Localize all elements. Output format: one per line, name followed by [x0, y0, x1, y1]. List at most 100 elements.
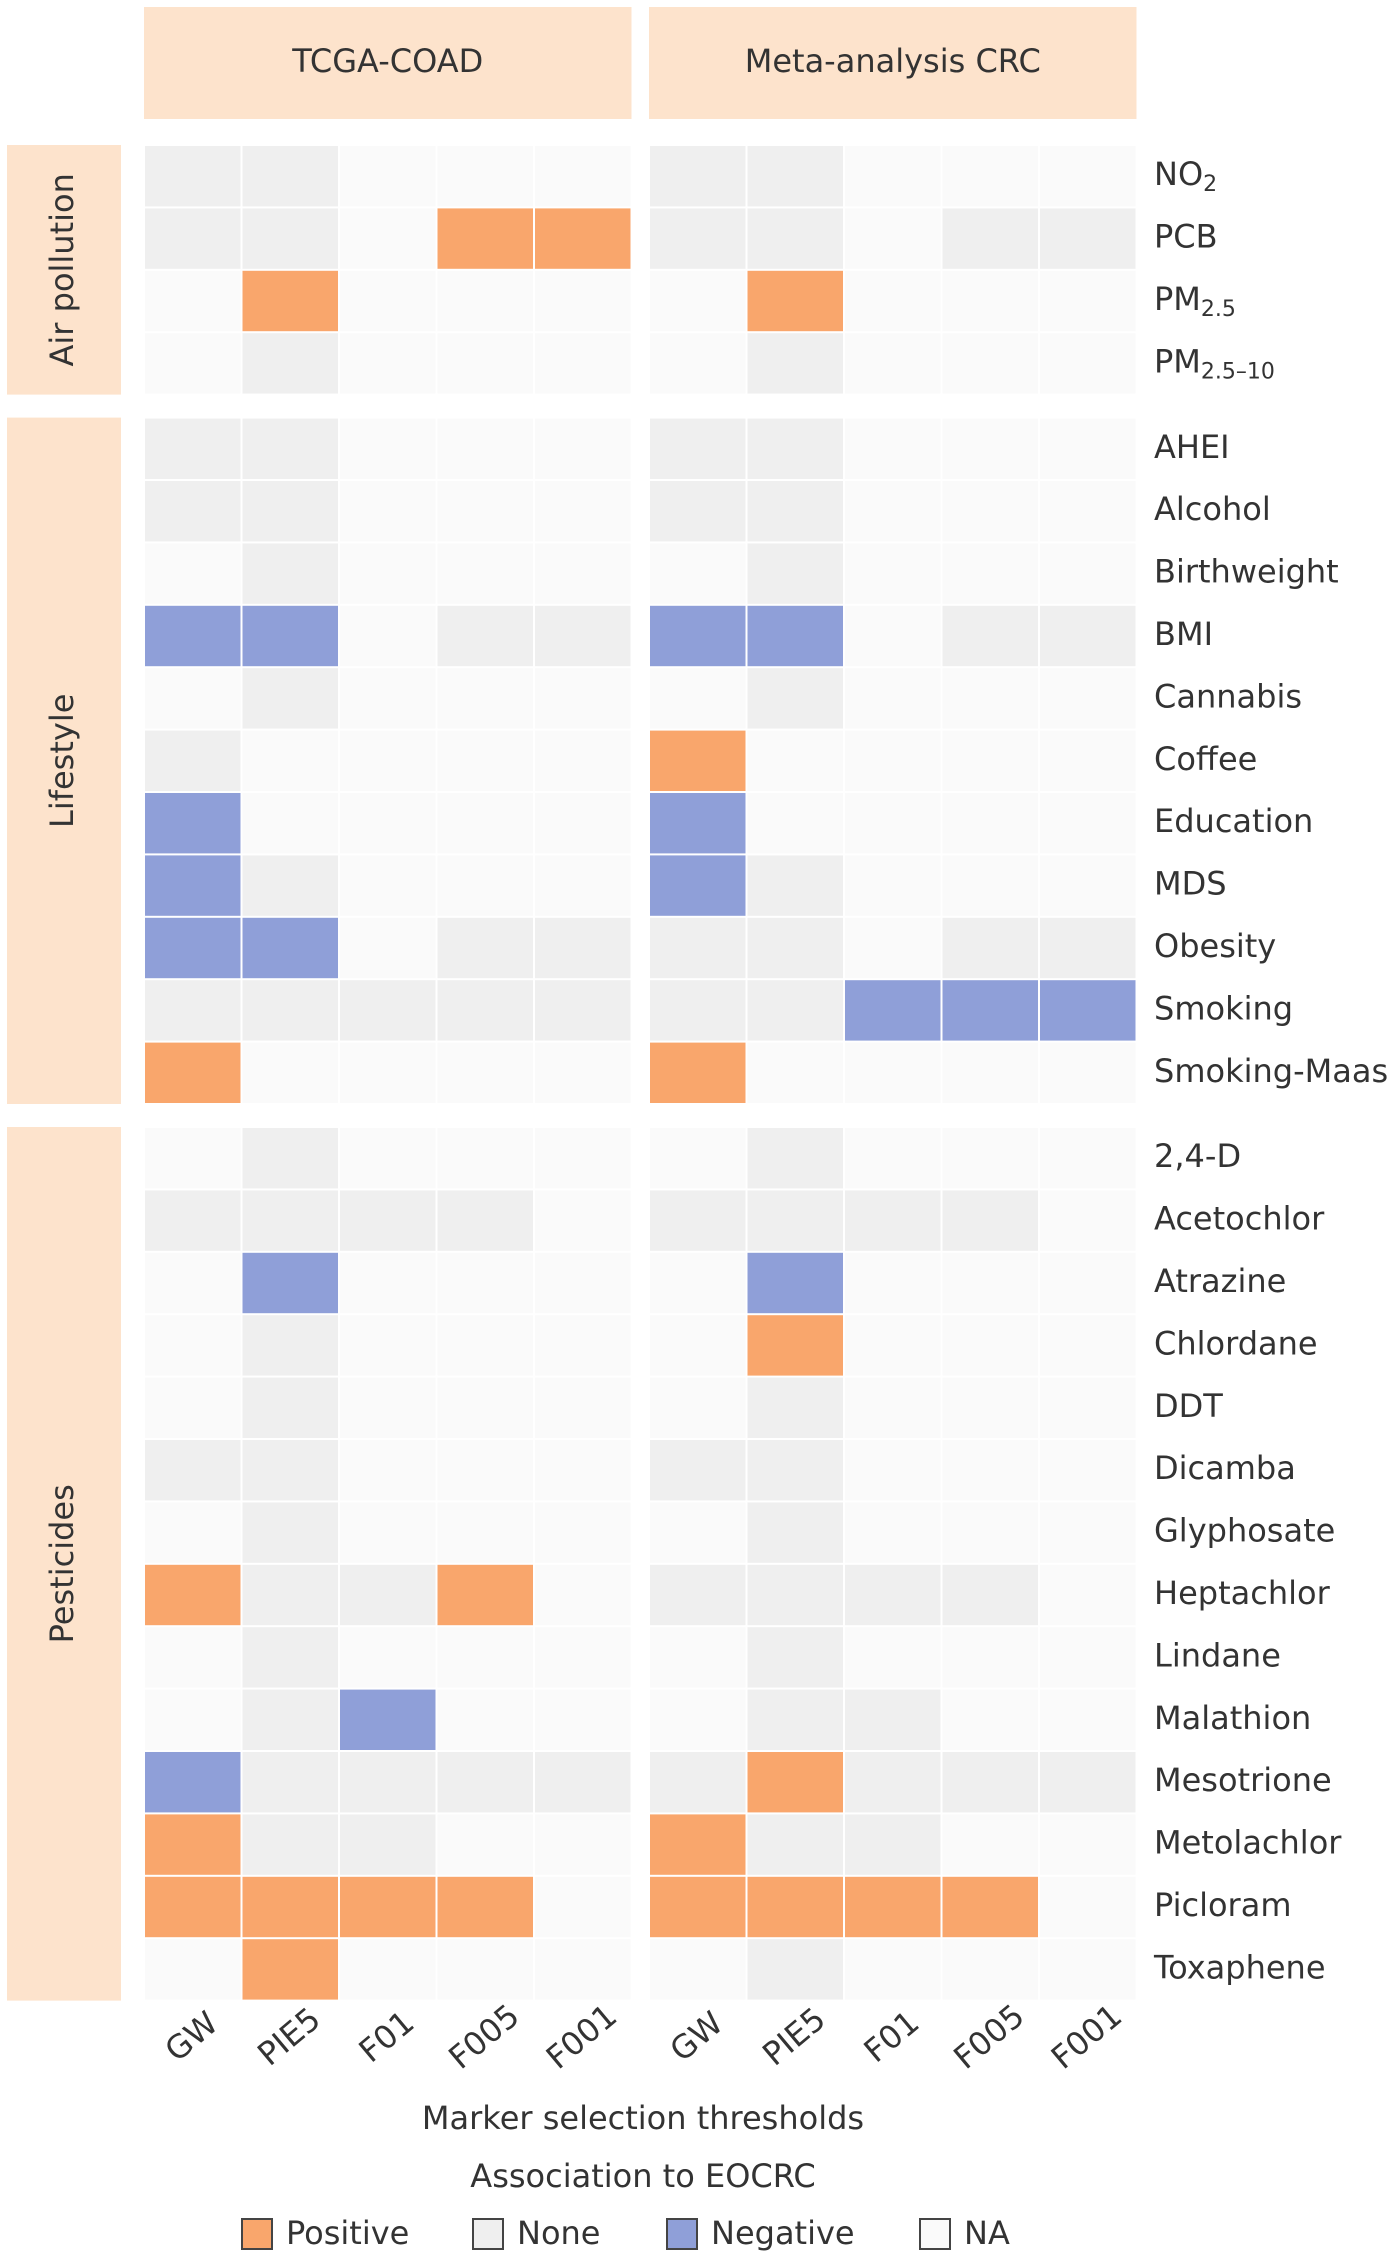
- heatmap-cell: [145, 1814, 241, 1875]
- heatmap-cell: [942, 668, 1038, 729]
- heatmap-cell: [242, 208, 338, 269]
- row-label-text: Obesity: [1154, 927, 1276, 965]
- heatmap-cell: [1040, 730, 1136, 791]
- heatmap-cell: [650, 668, 746, 729]
- legend-swatch: [919, 2218, 951, 2250]
- heatmap-cell: [747, 1440, 843, 1501]
- heatmap-cell: [242, 1128, 338, 1189]
- x-tick-label: F01: [352, 2003, 422, 2070]
- heatmap-cell: [242, 917, 338, 979]
- heatmap-cell: [845, 605, 941, 667]
- heatmap-cell: [242, 1752, 338, 1813]
- heatmap-cell: [242, 980, 338, 1041]
- heatmap-cell: [535, 481, 631, 542]
- row-label: Acetochlor: [1154, 1200, 1325, 1238]
- group-label: Air pollution: [43, 173, 81, 366]
- row-label-text: Atrazine: [1154, 1262, 1286, 1300]
- heatmap-cell: [535, 1128, 631, 1189]
- heatmap-cell: [242, 1564, 338, 1626]
- row-label-text: Smoking: [1154, 989, 1293, 1027]
- heatmap-cell: [845, 1440, 941, 1501]
- heatmap-cell: [535, 980, 631, 1041]
- row-label-text: Malathion: [1154, 1699, 1311, 1737]
- heatmap-cell: [845, 855, 941, 916]
- row-label-text: Lindane: [1154, 1636, 1281, 1674]
- heatmap-cell: [845, 668, 941, 729]
- heatmap-cell: [845, 333, 941, 394]
- group-label: Lifestyle: [43, 694, 81, 828]
- heatmap-cell: [437, 1939, 533, 2000]
- heatmap-cell: [535, 668, 631, 729]
- heatmap-cell: [1040, 333, 1136, 394]
- row-label: Birthweight: [1154, 553, 1339, 591]
- row-label: Alcohol: [1154, 490, 1271, 528]
- heatmap-cell: [242, 668, 338, 729]
- row-label-text: Birthweight: [1154, 553, 1339, 591]
- row-label-text: Toxaphene: [1153, 1948, 1326, 1986]
- heatmap-cell: [437, 1315, 533, 1376]
- heatmap-cell: [145, 980, 241, 1041]
- heatmap-cell: [535, 855, 631, 916]
- heatmap-cell: [437, 208, 533, 269]
- heatmap-cell: [747, 1377, 843, 1438]
- heatmap-cell: [242, 793, 338, 854]
- row-label: PM2.5–10: [1154, 342, 1275, 384]
- heatmap-cell: [845, 146, 941, 207]
- heatmap-cell: [535, 793, 631, 854]
- heatmap-cell: [145, 917, 241, 979]
- heatmap-cell: [942, 481, 1038, 542]
- heatmap-cell: [1040, 1128, 1136, 1189]
- heatmap-cell: [650, 1939, 746, 2000]
- heatmap-cell: [145, 1128, 241, 1189]
- heatmap-cell: [535, 1315, 631, 1376]
- heatmap-cell: [242, 1042, 338, 1103]
- heatmap-cell: [145, 668, 241, 729]
- heatmap-cell: [747, 1752, 843, 1813]
- heatmap-cell: [942, 208, 1038, 269]
- heatmap-cell: [845, 1814, 941, 1875]
- x-axis-title: Marker selection thresholds: [422, 2099, 864, 2137]
- heatmap-cell: [650, 146, 746, 207]
- heatmap-cell: [845, 1252, 941, 1314]
- row-label-subscript: 2.5: [1201, 297, 1236, 322]
- heatmap-cell: [145, 1689, 241, 1750]
- heatmap-cell: [437, 1377, 533, 1438]
- heatmap-cell: [535, 730, 631, 791]
- panel-header: [649, 7, 1137, 119]
- heatmap-cell: [747, 668, 843, 729]
- legend-label: Negative: [711, 2214, 855, 2252]
- heatmap-cell: [650, 1042, 746, 1103]
- row-label-subscript: 2: [1203, 172, 1217, 197]
- heatmap-cell: [437, 1689, 533, 1750]
- row-label-text: Dicamba: [1154, 1449, 1296, 1487]
- heatmap-cell: [747, 980, 843, 1041]
- heatmap-cell: [1040, 605, 1136, 667]
- row-label: Dicamba: [1154, 1449, 1296, 1487]
- heatmap-cell: [535, 146, 631, 207]
- heatmap-cell: [1040, 1502, 1136, 1563]
- heatmap-cell: [747, 1042, 843, 1103]
- heatmap-cell: [1040, 1627, 1136, 1688]
- heatmap-cell: [650, 1627, 746, 1688]
- heatmap-cell: [650, 481, 746, 542]
- heatmap-cell: [650, 1689, 746, 1750]
- row-label-text: Acetochlor: [1154, 1200, 1325, 1238]
- heatmap-cell: [1040, 1814, 1136, 1875]
- heatmap-cell: [340, 1752, 436, 1813]
- heatmap-cell: [942, 1315, 1038, 1376]
- heatmap-cell: [650, 270, 746, 332]
- heatmap-cell: [747, 146, 843, 207]
- heatmap-cell: [942, 1752, 1038, 1813]
- group-band: [7, 417, 121, 1105]
- heatmap-cell: [145, 1939, 241, 2000]
- heatmap-cell: [535, 1564, 631, 1626]
- heatmap-cell: [1040, 1752, 1136, 1813]
- heatmap-cell: [437, 146, 533, 207]
- heatmap-cell: [1040, 481, 1136, 542]
- heatmap-cell: [437, 418, 533, 479]
- heatmap-cell: [535, 605, 631, 667]
- heatmap-cell: [747, 481, 843, 542]
- heatmap-cell: [650, 1752, 746, 1813]
- heatmap-cell: [747, 1190, 843, 1251]
- heatmap-cell: [340, 1377, 436, 1438]
